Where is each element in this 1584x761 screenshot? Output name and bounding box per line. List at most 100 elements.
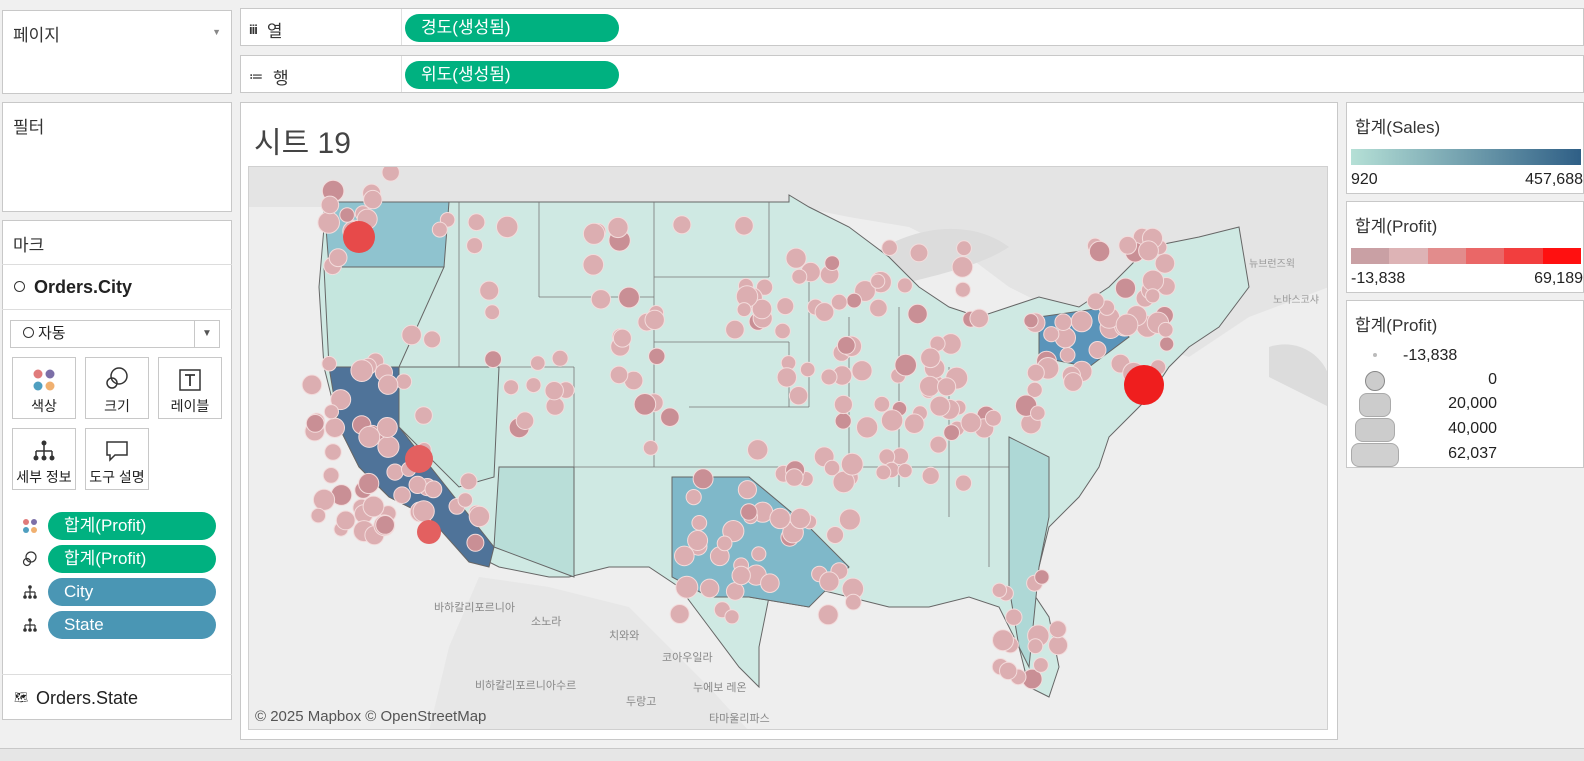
- city-mark[interactable]: [551, 349, 569, 367]
- city-mark[interactable]: [324, 417, 346, 438]
- sheet-tab-bar[interactable]: [0, 748, 1584, 761]
- city-mark[interactable]: [350, 359, 374, 383]
- city-mark[interactable]: [582, 254, 605, 276]
- marks-layer-header[interactable]: Orders.City: [2, 264, 232, 310]
- city-mark[interactable]: [376, 417, 398, 438]
- city-mark[interactable]: [937, 377, 957, 397]
- city-mark[interactable]: [618, 286, 640, 309]
- longitude-pill[interactable]: 경도(생성됨): [405, 14, 619, 42]
- detail-state-pill[interactable]: State: [48, 611, 216, 639]
- city-mark[interactable]: [881, 239, 898, 256]
- city-mark[interactable]: [503, 379, 520, 396]
- profit-color-legend[interactable]: 합계(Profit) -13,838 69,189: [1346, 201, 1584, 293]
- city-mark[interactable]: [856, 416, 879, 439]
- city-mark[interactable]: [544, 381, 564, 401]
- city-mark[interactable]: [459, 472, 478, 491]
- city-mark[interactable]: [358, 472, 380, 495]
- city-mark[interactable]: [412, 500, 435, 523]
- city-mark[interactable]: [1043, 326, 1060, 343]
- city-mark[interactable]: [401, 324, 422, 346]
- detail-button[interactable]: 세부 정보: [12, 428, 76, 490]
- city-mark[interactable]: [992, 629, 1014, 652]
- city-mark[interactable]: [468, 505, 491, 528]
- latitude-pill[interactable]: 위도(생성됨): [405, 61, 619, 89]
- city-mark[interactable]: [479, 280, 500, 301]
- city-mark[interactable]: [851, 360, 873, 382]
- city-mark[interactable]: [1030, 405, 1046, 421]
- city-mark[interactable]: [1088, 240, 1111, 263]
- city-mark[interactable]: [760, 573, 780, 594]
- city-mark[interactable]: [814, 302, 835, 322]
- city-mark[interactable]: [377, 435, 400, 458]
- city-mark-high-profit[interactable]: [405, 445, 433, 473]
- city-mark[interactable]: [377, 374, 399, 395]
- city-mark[interactable]: [724, 609, 740, 625]
- city-mark[interactable]: [1154, 253, 1176, 274]
- size-profit-pill[interactable]: 합계(Profit): [48, 545, 216, 573]
- city-mark[interactable]: [408, 475, 427, 494]
- city-mark[interactable]: [799, 361, 816, 378]
- city-mark-high-profit[interactable]: [1124, 365, 1164, 405]
- city-mark[interactable]: [716, 535, 733, 552]
- city-mark[interactable]: [466, 533, 485, 552]
- city-mark[interactable]: [1048, 620, 1067, 639]
- city-mark[interactable]: [817, 604, 839, 626]
- city-mark[interactable]: [909, 243, 929, 263]
- city-mark[interactable]: [836, 336, 856, 355]
- city-mark[interactable]: [734, 216, 754, 236]
- city-mark[interactable]: [323, 404, 340, 420]
- city-mark[interactable]: [1086, 292, 1105, 311]
- city-mark[interactable]: [838, 508, 861, 531]
- city-mark[interactable]: [785, 247, 807, 269]
- city-mark[interactable]: [1141, 269, 1165, 292]
- city-mark[interactable]: [869, 298, 888, 318]
- city-mark[interactable]: [496, 215, 519, 239]
- city-mark[interactable]: [826, 526, 845, 544]
- pages-card[interactable]: 페이지 ▼: [2, 10, 232, 94]
- city-mark[interactable]: [1026, 381, 1043, 398]
- city-mark[interactable]: [736, 302, 752, 318]
- city-mark[interactable]: [660, 407, 680, 427]
- city-mark[interactable]: [395, 373, 413, 390]
- city-mark[interactable]: [590, 289, 612, 310]
- city-mark[interactable]: [609, 365, 629, 385]
- city-mark[interactable]: [484, 304, 501, 321]
- city-mark[interactable]: [1159, 336, 1175, 352]
- city-mark[interactable]: [751, 546, 767, 562]
- city-mark[interactable]: [737, 480, 757, 500]
- city-mark[interactable]: [991, 582, 1008, 598]
- city-mark[interactable]: [692, 468, 714, 490]
- map-canvas[interactable]: [249, 167, 1328, 730]
- city-mark[interactable]: [873, 395, 891, 413]
- city-mark[interactable]: [776, 297, 795, 316]
- city-mark[interactable]: [310, 507, 327, 524]
- city-mark[interactable]: [328, 248, 348, 268]
- city-mark[interactable]: [823, 459, 841, 477]
- city-mark[interactable]: [525, 377, 542, 394]
- city-mark[interactable]: [467, 213, 486, 232]
- city-mark[interactable]: [897, 463, 913, 479]
- size-button[interactable]: 크기: [85, 357, 149, 419]
- city-mark[interactable]: [607, 216, 629, 239]
- city-mark[interactable]: [774, 322, 791, 340]
- chevron-down-icon[interactable]: ▼: [212, 27, 221, 37]
- city-mark[interactable]: [674, 545, 695, 567]
- map-view[interactable]: © 2025 Mapbox © OpenStreetMap 바하칼리포르니아 소…: [248, 166, 1328, 730]
- city-mark[interactable]: [1118, 235, 1138, 255]
- city-mark[interactable]: [414, 406, 433, 425]
- city-mark[interactable]: [921, 466, 940, 485]
- city-mark[interactable]: [1048, 635, 1069, 656]
- city-mark[interactable]: [725, 319, 745, 340]
- city-mark[interactable]: [830, 293, 848, 311]
- city-mark[interactable]: [943, 424, 960, 442]
- city-mark[interactable]: [335, 510, 356, 531]
- city-mark[interactable]: [725, 582, 745, 601]
- city-mark-high-profit[interactable]: [343, 221, 375, 253]
- city-mark[interactable]: [785, 468, 804, 487]
- city-mark[interactable]: [685, 489, 702, 506]
- city-mark[interactable]: [1005, 608, 1023, 626]
- city-mark[interactable]: [791, 268, 808, 285]
- city-mark[interactable]: [919, 375, 941, 397]
- label-button[interactable]: 레이블: [158, 357, 222, 419]
- city-mark[interactable]: [312, 488, 336, 511]
